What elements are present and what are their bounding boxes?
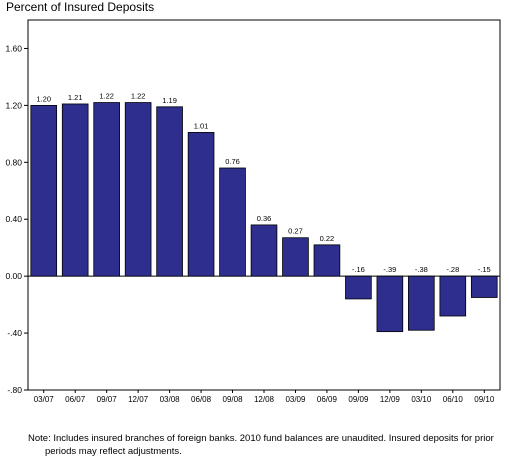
x-tick-label: 12/08 (254, 395, 275, 404)
bar (93, 102, 120, 277)
bar (30, 104, 58, 277)
note-line-2: periods may reflect adjustments. (45, 446, 182, 457)
x-tick-label: 12/09 (380, 395, 401, 404)
y-tick-label: 0.40 (5, 214, 22, 224)
y-tick-label: 1.20 (5, 100, 22, 110)
value-label: 0.76 (225, 157, 240, 166)
value-label: 0.36 (257, 214, 272, 223)
x-tick-label: 09/09 (348, 395, 369, 404)
bar (61, 103, 89, 277)
bar (282, 237, 309, 277)
x-tick-label: 06/08 (191, 395, 212, 404)
value-label: 1.01 (194, 121, 209, 130)
value-label: 0.27 (288, 227, 303, 236)
value-label: -.28 (446, 265, 459, 274)
chart-title: Percent of Insured Deposits (6, 0, 155, 14)
bar (313, 244, 341, 277)
x-tick-label: 09/08 (223, 395, 244, 404)
y-tick-label: -.80 (7, 385, 22, 395)
bar (439, 275, 467, 317)
x-tick-label: 03/09 (285, 395, 306, 404)
note-line-1: Note: Includes insured branches of forei… (28, 433, 494, 444)
y-tick-label: -.40 (7, 328, 22, 338)
y-tick-label: 0.80 (5, 157, 22, 167)
bar (470, 275, 498, 298)
bar (345, 275, 372, 300)
value-label: 1.22 (99, 92, 114, 101)
value-label: -.38 (415, 265, 428, 274)
value-label: 1.20 (36, 94, 51, 103)
y-tick-label: 1.60 (5, 43, 22, 53)
value-label: 1.19 (162, 96, 177, 105)
value-label: 1.22 (131, 92, 146, 101)
value-label: 1.21 (68, 93, 83, 102)
value-label: 0.22 (320, 234, 335, 243)
bar (376, 275, 404, 333)
x-tick-label: 09/10 (474, 395, 495, 404)
bar (156, 106, 183, 277)
chart-note: Note: Includes insured branches of forei… (28, 432, 498, 458)
x-tick-label: 06/09 (317, 395, 338, 404)
x-tick-label: 06/07 (65, 395, 86, 404)
bar (124, 102, 152, 277)
value-label: -.15 (478, 265, 491, 274)
x-tick-label: 03/07 (34, 395, 55, 404)
x-tick-label: 03/08 (160, 395, 181, 404)
x-tick-label: 12/07 (128, 395, 149, 404)
y-tick-label: 0.00 (5, 271, 22, 281)
bar (187, 132, 215, 277)
x-tick-label: 03/10 (411, 395, 432, 404)
x-tick-label: 06/10 (443, 395, 464, 404)
bar (250, 224, 278, 277)
bar (219, 167, 246, 277)
value-label: -.39 (383, 265, 396, 274)
value-label: -.16 (352, 265, 365, 274)
bar (408, 275, 435, 331)
x-tick-label: 09/07 (97, 395, 118, 404)
bar-chart: -.80 -.40 0.00 0.40 0.80 1.20 1.60 03/07 06/07 09… (5, 19, 501, 404)
